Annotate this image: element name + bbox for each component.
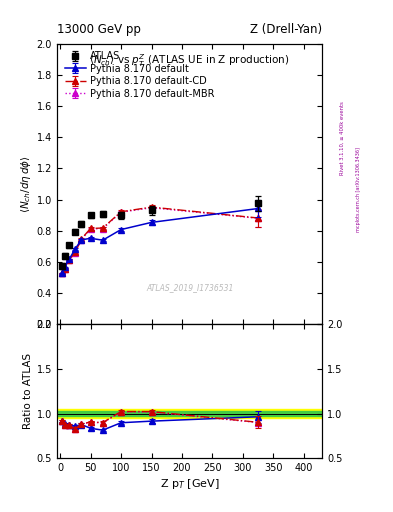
Text: 13000 GeV pp: 13000 GeV pp — [57, 24, 141, 36]
Text: Rivet 3.1.10, ≥ 400k events: Rivet 3.1.10, ≥ 400k events — [340, 101, 345, 175]
X-axis label: Z p$_T$ [GeV]: Z p$_T$ [GeV] — [160, 477, 220, 492]
Text: $\langle N_{ch}\rangle$ vs $p_T^Z$ (ATLAS UE in Z production): $\langle N_{ch}\rangle$ vs $p_T^Z$ (ATLA… — [89, 52, 290, 69]
Y-axis label: Ratio to ATLAS: Ratio to ATLAS — [22, 353, 33, 430]
Text: Z (Drell-Yan): Z (Drell-Yan) — [250, 24, 322, 36]
Text: ATLAS_2019_I1736531: ATLAS_2019_I1736531 — [146, 284, 233, 292]
Y-axis label: $\langle N_{ch}/d\eta\, d\phi\rangle$: $\langle N_{ch}/d\eta\, d\phi\rangle$ — [18, 155, 33, 213]
Text: mcplots.cern.ch [arXiv:1306.3436]: mcplots.cern.ch [arXiv:1306.3436] — [356, 147, 361, 232]
Legend: ATLAS, Pythia 8.170 default, Pythia 8.170 default-CD, Pythia 8.170 default-MBR: ATLAS, Pythia 8.170 default, Pythia 8.17… — [62, 48, 217, 101]
